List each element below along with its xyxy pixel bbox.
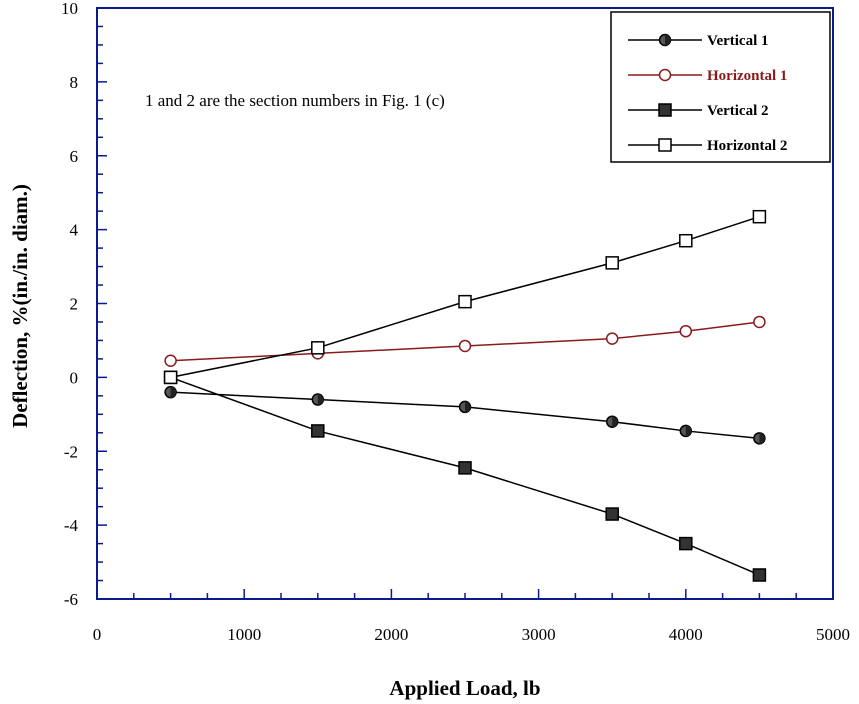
x-tick-label: 1000: [227, 625, 261, 644]
data-point: [605, 332, 619, 345]
legend-marker: [658, 68, 672, 82]
legend-marker: [658, 33, 672, 47]
data-point: [679, 536, 693, 551]
legend-label: Vertical 2: [707, 103, 769, 119]
data-point: [164, 354, 177, 368]
data-point: [605, 507, 619, 521]
data-point: [752, 209, 767, 224]
series-vertical-2: [163, 370, 767, 582]
series-line: [170, 321, 760, 362]
x-tick-label: 3000: [522, 625, 556, 644]
data-point: [752, 568, 767, 582]
data-point: [605, 415, 619, 428]
legend-label: Horizontal 2: [707, 138, 787, 154]
x-axis-title: Applied Load, lb: [389, 676, 540, 700]
data-point: [753, 432, 766, 445]
y-tick-label: -6: [64, 590, 78, 609]
data-point: [753, 315, 766, 329]
legend-item-horizontal-1: Horizontal 1: [628, 68, 787, 84]
annotation-note: 1 and 2 are the section numbers in Fig. …: [145, 91, 445, 110]
marker-shade: [317, 394, 324, 406]
marker-shape: [605, 507, 619, 521]
marker-shape: [163, 370, 178, 385]
data-point: [458, 400, 472, 414]
series-horizontal-1: [164, 315, 766, 368]
marker-shape: [753, 315, 766, 329]
series-layer: [163, 209, 767, 582]
marker-shade: [665, 34, 671, 46]
legend-marker: [658, 103, 672, 117]
data-point: [605, 256, 619, 270]
y-tick-label: 10: [61, 0, 78, 18]
marker-shade: [170, 386, 177, 398]
series-line: [170, 376, 760, 576]
series-line: [170, 391, 760, 440]
data-point: [311, 393, 325, 406]
legend-item-horizontal-2: Horizontal 2: [628, 138, 787, 154]
data-point: [458, 339, 472, 353]
y-axis-title: Deflection, %(in./in. diam.): [8, 184, 32, 428]
marker-shape: [679, 536, 693, 551]
y-tick-label: 2: [70, 295, 79, 314]
marker-shape: [458, 339, 472, 353]
marker-shape: [311, 424, 325, 438]
y-tick-label: -4: [64, 516, 79, 535]
marker-shape: [679, 233, 693, 248]
marker-shape: [164, 354, 177, 368]
marker-shape: [752, 568, 767, 582]
data-point: [679, 233, 693, 248]
data-point: [458, 461, 472, 475]
y-tick-label: 0: [70, 368, 79, 387]
y-tick-label: 4: [70, 221, 79, 240]
y-tick-label: 8: [70, 73, 79, 92]
axis-ticks: [96, 7, 834, 600]
x-tick-label: 0: [93, 625, 102, 644]
marker-shape: [658, 138, 672, 152]
data-point: [679, 324, 693, 338]
marker-shape: [605, 332, 619, 345]
data-point: [311, 424, 325, 438]
series-vertical-1: [164, 385, 766, 445]
series-line: [170, 215, 760, 379]
marker-shade: [759, 432, 765, 444]
data-point: [164, 385, 177, 399]
x-tick-label: 4000: [669, 625, 703, 644]
marker-shape: [752, 209, 767, 224]
series-horizontal-2: [163, 209, 767, 385]
legend-marker: [658, 138, 672, 152]
marker-shape: [679, 324, 693, 338]
data-point: [458, 294, 472, 309]
y-tick-label: -2: [64, 442, 78, 461]
marker-shade: [465, 401, 471, 413]
x-tick-label: 5000: [816, 625, 850, 644]
data-point: [679, 424, 693, 438]
y-tick-label: 6: [70, 147, 79, 166]
x-tick-label: 2000: [374, 625, 408, 644]
legend-label: Horizontal 1: [707, 68, 787, 84]
marker-shape: [658, 103, 672, 117]
legend-item-vertical-2: Vertical 2: [628, 103, 769, 119]
marker-shade: [685, 425, 692, 437]
marker-shape: [458, 294, 472, 309]
marker-shape: [311, 341, 325, 355]
marker-shape: [658, 68, 672, 82]
marker-shape: [458, 461, 472, 475]
data-point: [311, 341, 325, 355]
legend: Vertical 1 Horizontal 1 Vertical 2 Horizont…: [610, 11, 831, 163]
legend-box: [610, 11, 831, 163]
marker-shade: [612, 416, 618, 428]
tick-labels: 0 1000 2000 3000 4000 5000 -6 -4 -2 0 2 4 6 8 10: [61, 0, 850, 644]
marker-shape: [605, 256, 619, 270]
legend-item-vertical-1: Vertical 1: [628, 33, 769, 49]
data-point: [163, 370, 178, 385]
legend-label: Vertical 1: [707, 33, 769, 49]
